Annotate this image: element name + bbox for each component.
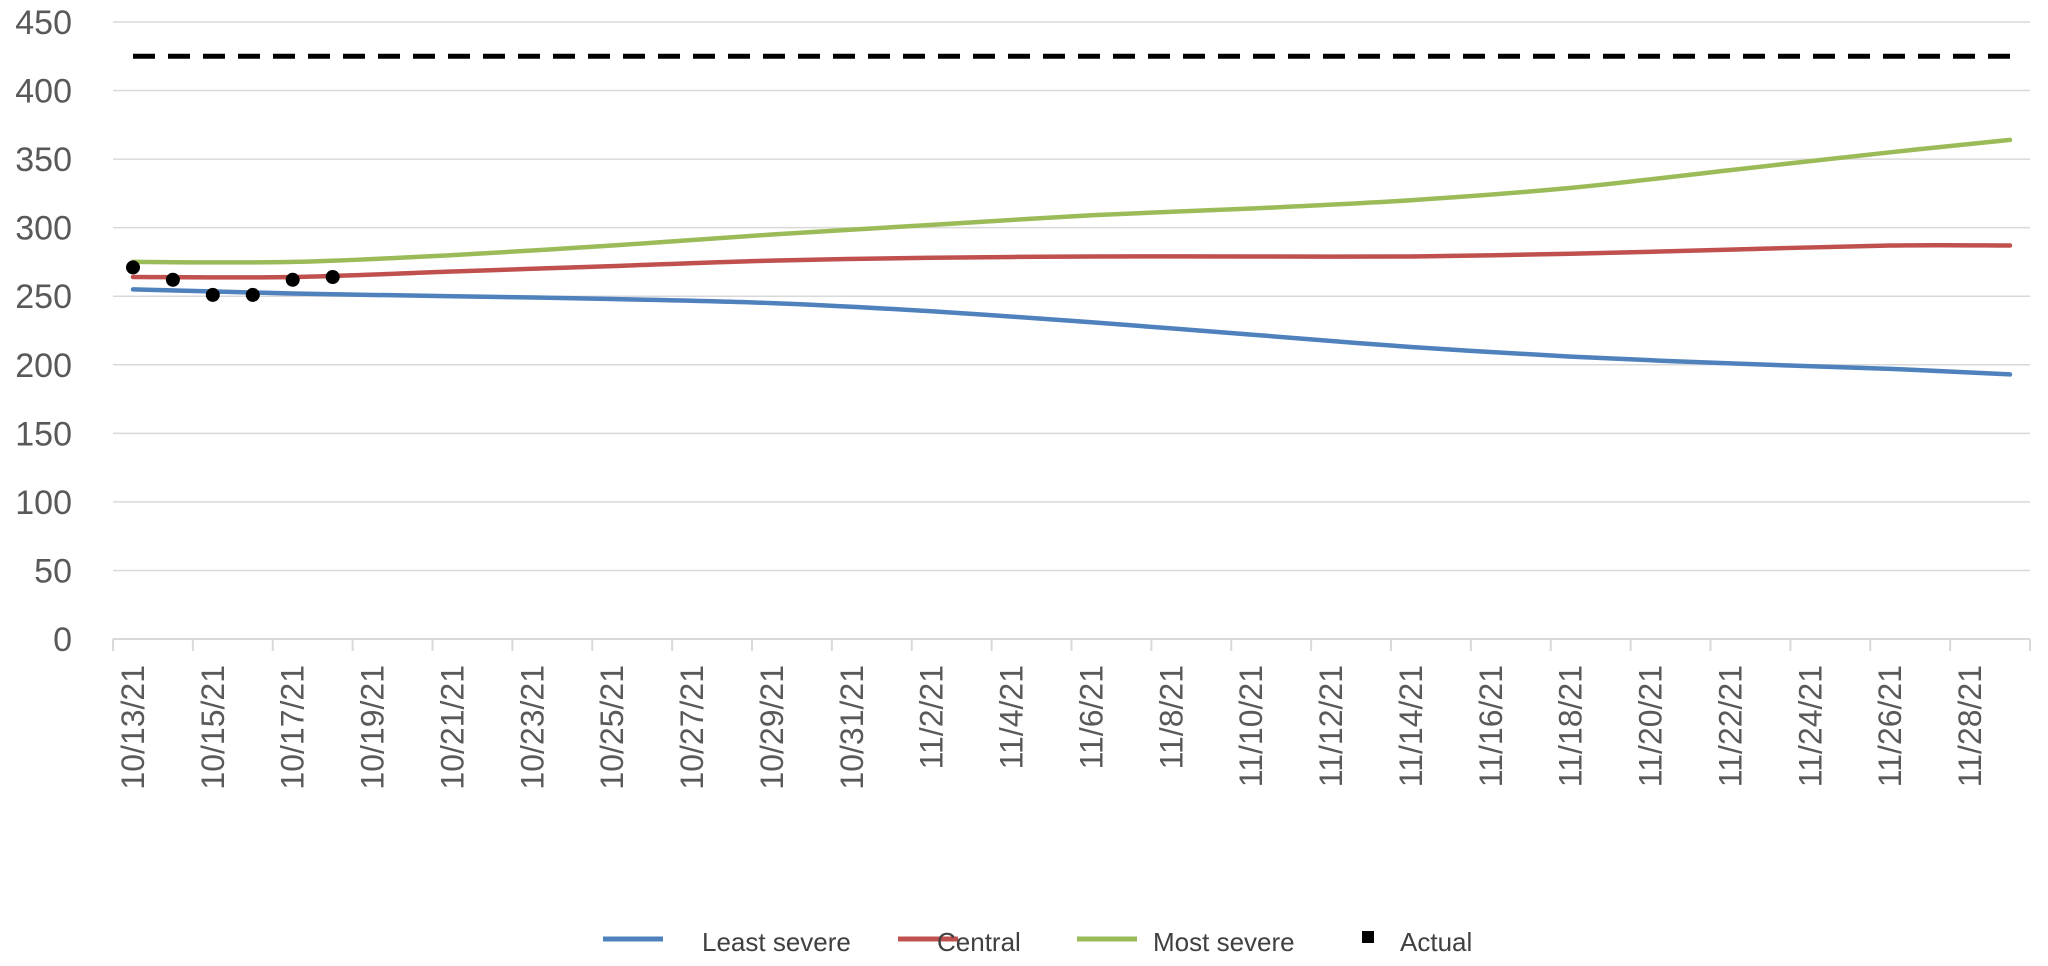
x-tick-label: 10/29/21	[754, 665, 790, 790]
data-point-actual	[326, 270, 340, 284]
x-tick-label: 10/13/21	[115, 665, 151, 790]
y-tick-label: 300	[15, 210, 72, 248]
x-tick-label: 11/8/21	[1153, 665, 1189, 769]
y-tick-label: 0	[53, 621, 72, 659]
legend-label-actual: Actual	[1400, 927, 1472, 957]
x-tick-label: 11/10/21	[1233, 665, 1269, 787]
series-line-least-severe	[133, 289, 2010, 374]
x-tick-label: 11/14/21	[1393, 665, 1429, 787]
legend-label-least-severe: Least severe	[702, 927, 851, 957]
x-axis: 10/13/21 10/15/21 10/17/21 10/19/21 10/21/21…	[113, 639, 2030, 790]
legend-label-central: Central	[937, 927, 1021, 957]
y-tick-label: 150	[15, 415, 72, 453]
legend: Least severe Central Most severe Actual	[603, 927, 1472, 957]
x-tick-label: 10/17/21	[275, 665, 311, 790]
y-tick-label: 250	[15, 278, 72, 316]
data-point-actual	[206, 288, 220, 302]
x-tick-label: 11/20/21	[1633, 665, 1669, 787]
data-point-actual	[286, 273, 300, 287]
x-tick-label: 10/23/21	[514, 665, 550, 790]
legend-swatch-actual	[1362, 931, 1374, 943]
x-tick-label: 10/21/21	[435, 665, 471, 790]
y-tick-label: 350	[15, 141, 72, 179]
series-line-most-severe	[133, 140, 2010, 263]
y-tick-label: 50	[34, 552, 72, 590]
x-tick-label: 10/25/21	[594, 665, 630, 790]
data-point-actual	[126, 260, 140, 274]
y-tick-label: 400	[15, 73, 72, 111]
data-point-actual	[166, 273, 180, 287]
x-tick-label: 10/31/21	[834, 665, 870, 790]
legend-label-most-severe: Most severe	[1153, 927, 1295, 957]
x-tick-label: 11/16/21	[1473, 665, 1509, 787]
series-layer	[126, 56, 2010, 374]
y-tick-label: 100	[15, 484, 72, 522]
x-tick-label: 11/26/21	[1872, 665, 1908, 787]
x-tick-label: 11/12/21	[1313, 665, 1349, 787]
data-point-actual	[246, 288, 260, 302]
x-tick-label: 11/24/21	[1792, 665, 1828, 787]
x-tick-label: 11/18/21	[1553, 665, 1589, 787]
x-tick-label: 10/19/21	[355, 665, 391, 790]
x-tick-label: 11/28/21	[1952, 665, 1988, 787]
y-axis: 0 50 100 150 200 250 300 350 400 450	[15, 4, 72, 659]
x-tick-label: 11/2/21	[914, 665, 950, 769]
x-tick-label: 11/22/21	[1713, 665, 1749, 787]
x-tick-label: 11/6/21	[1074, 665, 1110, 769]
x-tick-label: 10/15/21	[195, 665, 231, 790]
x-tick-label: 11/4/21	[994, 665, 1030, 769]
series-line-central	[133, 245, 2010, 277]
x-tick-label: 10/27/21	[674, 665, 710, 790]
y-tick-label: 450	[15, 4, 72, 42]
y-tick-label: 200	[15, 347, 72, 385]
